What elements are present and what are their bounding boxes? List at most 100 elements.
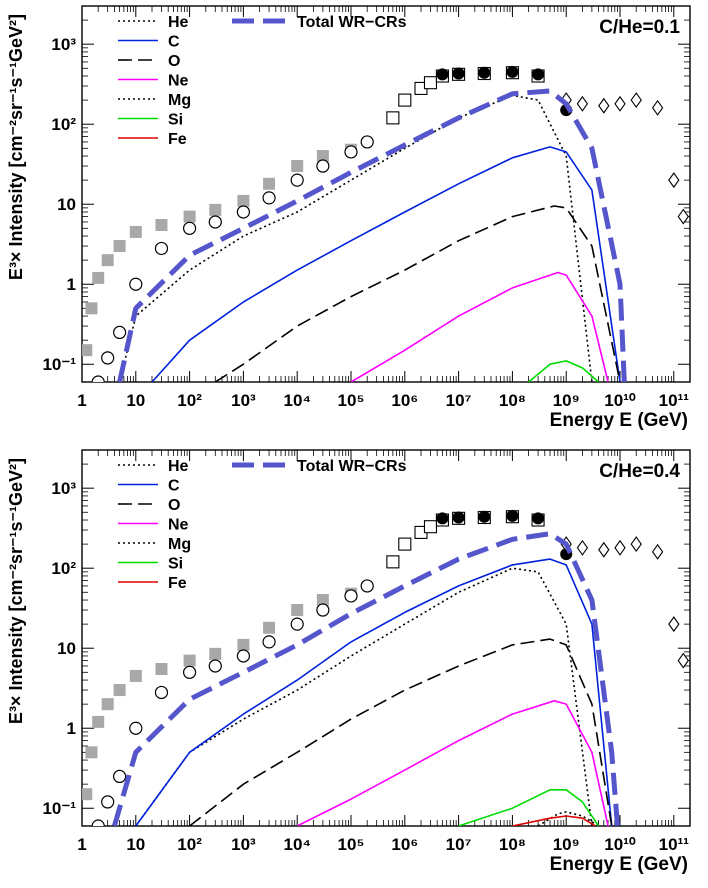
legend-label: Total WR−CRs: [297, 458, 407, 475]
open-circle-point: [262, 635, 276, 649]
open-circle-point: [316, 603, 330, 617]
grey-square-point: [237, 638, 250, 651]
black-circle-point: [478, 510, 491, 523]
open-circle-point: [344, 589, 358, 603]
series-line-c: [151, 146, 621, 382]
series-line-o: [214, 205, 621, 382]
x-tick-label: 1: [77, 835, 86, 854]
legend-label: Mg: [168, 536, 191, 553]
data-layer: [82, 509, 689, 826]
x-tick-label: 10¹¹: [659, 391, 690, 410]
open-diamonds-series: [560, 536, 689, 669]
open-circle-point: [360, 135, 374, 149]
x-tick-label: 10⁶: [391, 835, 418, 854]
legend-label: Total WR−CRs: [297, 14, 407, 31]
panel-top: 1 10 10² 10³ 10⁴ 10⁵ 10⁶ 10⁷ 10⁸ 10⁹ 10¹⁰ 10¹¹10⁻¹1…: [6, 5, 691, 431]
open-circle-point: [236, 649, 251, 663]
x-tick-label: 10⁴: [284, 835, 311, 854]
grey-square-point: [113, 684, 126, 697]
series-line-he: [135, 567, 593, 826]
x-axis-label: Energy E (GeV): [550, 854, 688, 875]
black-circle-point: [532, 68, 545, 81]
legend: He CO Ne Mg Si Fe Total WR−CRs: [118, 458, 407, 592]
open-diamond-point: [668, 172, 680, 189]
data-layer: [82, 65, 689, 382]
open-diamond-point: [668, 616, 680, 633]
plot-frame: [81, 5, 691, 383]
y-tick-label: 1: [67, 719, 76, 738]
series-line-fe: [512, 815, 596, 826]
open-circle-point: [360, 579, 374, 593]
y-tick-label: 10²: [51, 115, 76, 134]
open-square-point: [386, 111, 400, 125]
x-tick-label: 10⁷: [446, 391, 472, 410]
series-line-totalwrcrs: [111, 531, 620, 826]
x-tick-label: 10⁷: [446, 835, 472, 854]
y-tick-label: 10³: [51, 35, 76, 54]
grey-square-point: [101, 254, 114, 267]
x-tick-label: 10¹⁰: [604, 835, 636, 854]
open-diamond-point: [630, 92, 642, 109]
y-tick-label: 1: [67, 275, 76, 294]
open-square-point: [386, 555, 400, 569]
series-line-ne: [350, 271, 609, 382]
open-circle-point: [154, 241, 169, 256]
x-tick-label: 10⁹: [553, 835, 580, 854]
grey-squares-series: [82, 143, 358, 357]
x-tick-label: 10⁴: [284, 391, 311, 410]
y-axis-label: E³× Intensity [cm⁻²sr⁻¹s⁻¹GeV²]: [6, 458, 26, 724]
grey-square-point: [101, 698, 114, 711]
open-diamond-point: [576, 539, 589, 556]
panel-bottom: 1 10 10² 10³ 10⁴ 10⁵ 10⁶ 10⁷ 10⁸ 10⁹ 10¹⁰ 10¹¹10⁻¹1…: [6, 449, 691, 875]
grey-square-point: [85, 746, 98, 759]
series-line-o: [189, 638, 613, 826]
legend-label: Fe: [168, 575, 187, 592]
open-circle-point: [113, 769, 127, 784]
legend-label: Si: [168, 556, 183, 573]
x-tick-label: 10⁵: [338, 835, 365, 854]
open-circle-point: [183, 221, 197, 235]
y-tick-label: 10⁻¹: [42, 355, 76, 374]
series-line-si: [528, 360, 600, 382]
grey-square-point: [209, 647, 222, 660]
open-circle-point: [129, 277, 143, 291]
y-tick-label: 10: [57, 195, 76, 214]
open-diamond-point: [630, 536, 642, 553]
x-axis-label: Energy E (GeV): [550, 410, 688, 431]
open-diamonds-series: [560, 92, 689, 225]
black-circle-point: [452, 67, 465, 80]
y-tick-label: 10²: [51, 559, 76, 578]
grey-squares-series: [82, 587, 358, 801]
grey-square-point: [316, 594, 329, 607]
legend-label: O: [168, 53, 180, 70]
open-circle-point: [129, 721, 143, 735]
grey-square-point: [291, 160, 304, 173]
x-tick-label: 10⁸: [499, 835, 526, 854]
open-diamond-point: [598, 541, 610, 558]
open-square-point: [398, 537, 412, 551]
series-line-c: [135, 558, 613, 826]
open-circle-point: [208, 215, 222, 229]
black-circle-point: [506, 509, 519, 522]
x-tick-label: 10²: [177, 835, 202, 854]
grey-square-point: [82, 788, 93, 801]
y-tick-label: 10⁻¹: [42, 799, 76, 818]
open-circles-series: [91, 135, 374, 382]
x-tick-label: 10²: [177, 391, 202, 410]
open-circle-point: [344, 145, 358, 159]
x-tick-label: 10¹⁰: [604, 391, 636, 410]
open-square-point: [398, 93, 412, 107]
legend-label: C: [168, 478, 180, 495]
legend-label: He: [168, 14, 189, 31]
grey-square-point: [82, 344, 93, 357]
black-circle-point: [436, 512, 449, 525]
black-circle-point: [452, 511, 465, 524]
open-diamond-point: [614, 95, 626, 112]
grey-square-point: [129, 669, 142, 682]
open-circle-point: [113, 325, 127, 340]
series-line-ne: [296, 700, 609, 826]
open-squares-knee-series: [386, 510, 545, 569]
grey-square-point: [263, 621, 276, 634]
black-circles-series: [436, 65, 573, 117]
